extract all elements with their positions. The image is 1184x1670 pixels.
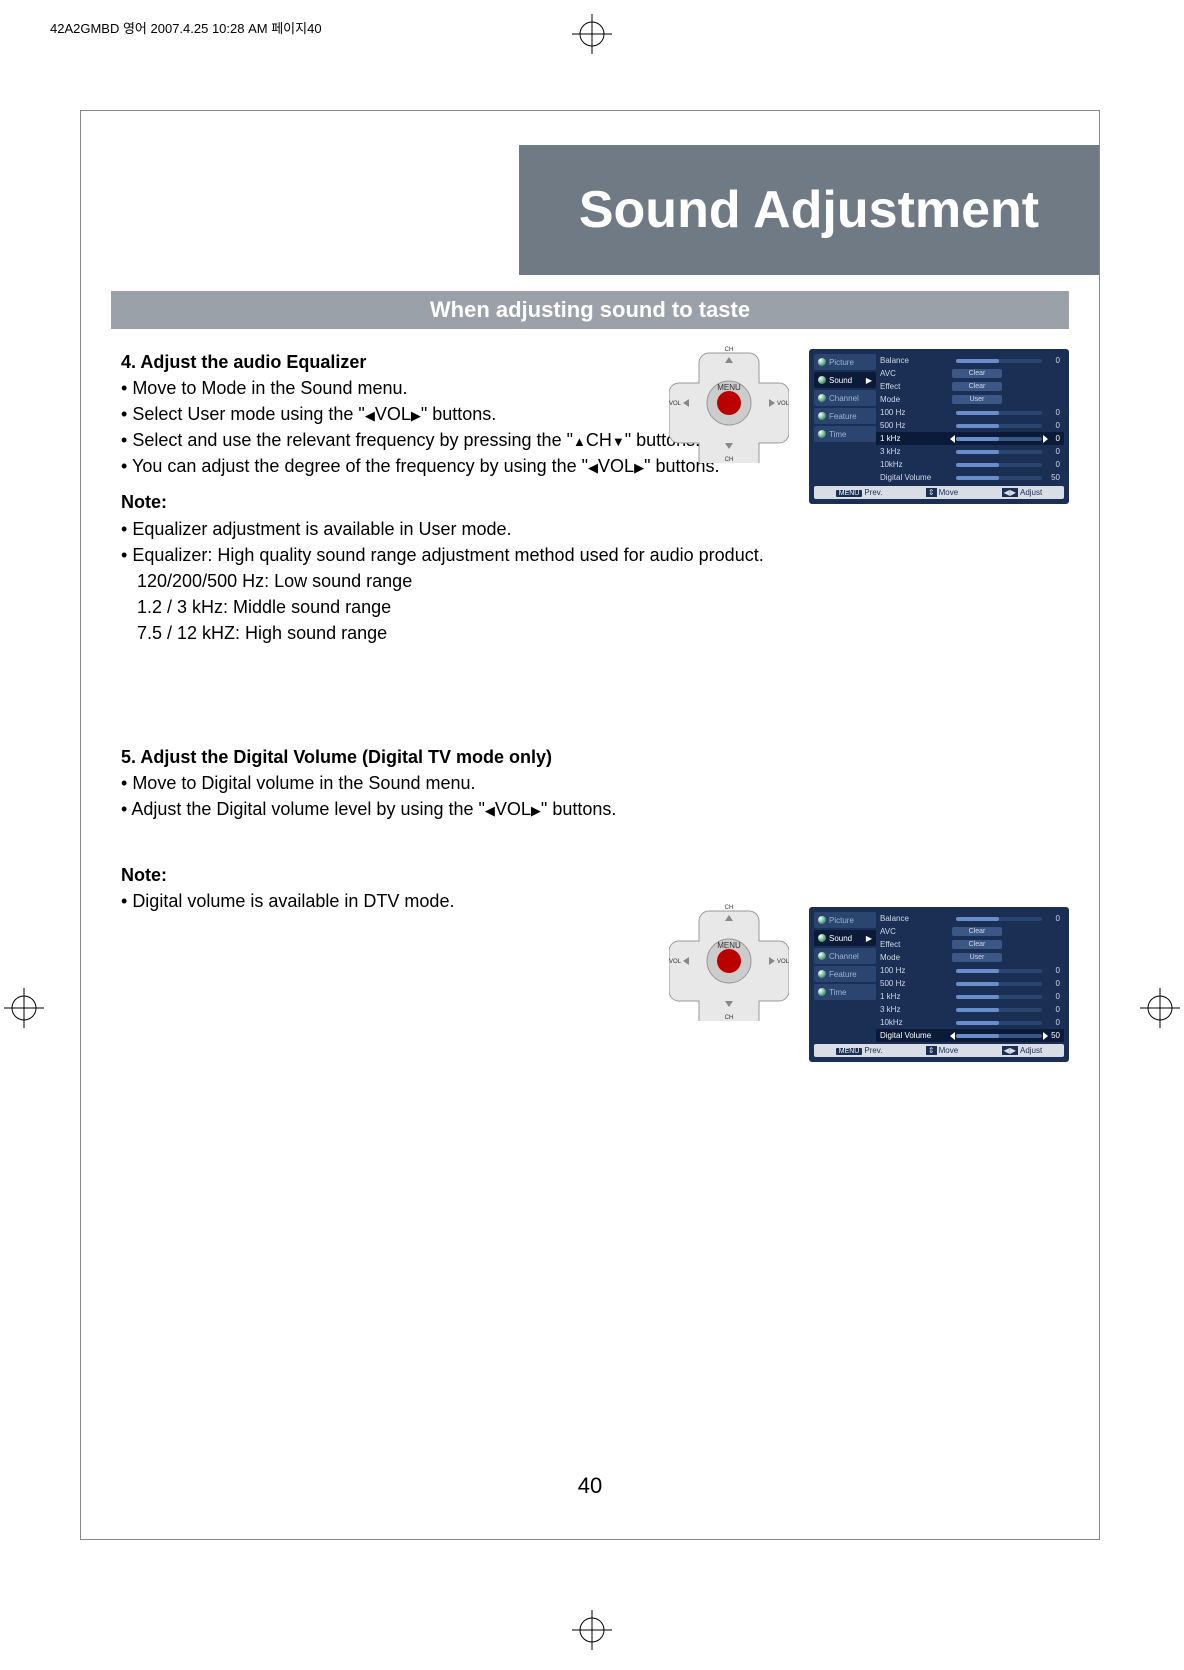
step-5-line: Adjust the Digital volume level by using… [121,796,1059,822]
osd-item: Digital Volume50 [876,471,1064,484]
triangle-right-icon [634,456,644,476]
svg-text:MENU: MENU [717,941,741,950]
registration-mark-icon [572,1610,612,1650]
chapter-title-bar: Sound Adjustment [519,145,1099,275]
osd-tab: Channel [814,390,876,406]
triangle-right-icon [531,799,541,819]
note-1-line: Equalizer adjustment is available in Use… [121,516,1059,542]
osd-menu-screenshot: Picture Sound ▶ Channel Feature Time Balance… [809,349,1069,504]
osd-item: 100 Hz0 [876,964,1064,977]
step-5-line: Move to Digital volume in the Sound menu… [121,770,1059,796]
osd-tab: Sound ▶ [814,930,876,946]
triangle-right-icon [411,404,421,424]
triangle-left-icon [588,456,598,476]
osd-tabs: Picture Sound ▶ Channel Feature Time [814,354,876,484]
osd-item: 10kHz0 [876,458,1064,471]
osd-tab: Time [814,426,876,442]
osd-item: ModeUser [876,393,1064,406]
registration-mark-icon [1140,988,1180,1028]
osd-tab: Picture [814,354,876,370]
registration-mark-icon [4,988,44,1028]
osd-item: AVCClear [876,925,1064,938]
triangle-down-icon [612,430,625,450]
step-5-heading: 5. Adjust the Digital Volume (Digital TV… [121,744,1059,770]
osd-tab: Time [814,984,876,1000]
section-title: When adjusting sound to taste [430,297,750,323]
remote-dpad-illustration: MENU CH CH VOL VOL [669,343,789,463]
osd-item: 100 Hz0 [876,406,1064,419]
svg-text:VOL: VOL [669,959,682,965]
osd-tab: Sound ▶ [814,372,876,388]
osd-menu-screenshot: Picture Sound ▶ Channel Feature Time Balance… [809,907,1069,1062]
triangle-left-icon [365,404,375,424]
osd-item: AVCClear [876,367,1064,380]
osd-item: Balance0 [876,354,1064,367]
osd-item: EffectClear [876,938,1064,951]
svg-text:CH: CH [725,347,734,353]
osd-tab: Channel [814,948,876,964]
note-1-line: Equalizer: High quality sound range adju… [121,542,1059,568]
osd-item: Balance0 [876,912,1064,925]
osd-item: 3 kHz0 [876,445,1064,458]
osd-items: Balance0AVCClearEffectClearModeUser100 H… [876,354,1064,484]
remote-dpad-illustration: MENU CH CH VOL VOL [669,901,789,1021]
note-1-line: 120/200/500 Hz: Low sound range [137,568,1059,594]
osd-tab: Feature [814,966,876,982]
svg-text:MENU: MENU [717,383,741,392]
osd-footer: MENUPrev. ⇕Move ◀▶Adjust [814,1044,1064,1057]
osd-item: 1 kHz0 [876,432,1064,445]
source-filename: 42A2GMBD 영어 2007.4.25 10:28 AM 페이지40 [50,18,322,37]
svg-text:VOL: VOL [777,959,789,965]
chapter-title: Sound Adjustment [579,180,1039,240]
note-1-line: 1.2 / 3 kHz: Middle sound range [137,594,1059,620]
osd-item: EffectClear [876,380,1064,393]
triangle-left-icon [485,799,495,819]
osd-item: 3 kHz0 [876,1003,1064,1016]
page-frame: Sound Adjustment When adjusting sound to… [80,110,1100,1540]
svg-text:VOL: VOL [669,401,682,407]
osd-tab: Picture [814,912,876,928]
svg-text:VOL: VOL [777,401,789,407]
section-title-bar: When adjusting sound to taste [111,291,1069,329]
osd-item: Digital Volume50 [876,1029,1064,1042]
svg-text:CH: CH [725,1015,734,1021]
osd-item: 500 Hz0 [876,419,1064,432]
osd-item: 1 kHz0 [876,990,1064,1003]
osd-item: ModeUser [876,951,1064,964]
osd-items: Balance0AVCClearEffectClearModeUser100 H… [876,912,1064,1042]
svg-text:CH: CH [725,905,734,911]
svg-text:CH: CH [725,457,734,463]
osd-item: 500 Hz0 [876,977,1064,990]
note-1-line: 7.5 / 12 kHZ: High sound range [137,620,1059,646]
note-2-heading: Note: [121,862,1059,888]
osd-footer: MENUPrev. ⇕Move ◀▶Adjust [814,486,1064,499]
osd-tab: Feature [814,408,876,424]
osd-tabs: Picture Sound ▶ Channel Feature Time [814,912,876,1042]
triangle-up-icon [573,430,586,450]
page-number: 40 [578,1473,602,1499]
registration-mark-icon [572,14,612,54]
osd-item: 10kHz0 [876,1016,1064,1029]
